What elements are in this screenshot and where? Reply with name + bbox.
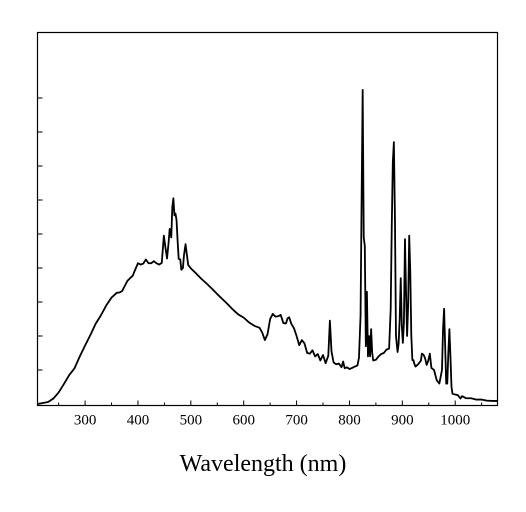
x-tick-label: 1000	[440, 413, 470, 429]
x-tick-label: 400	[127, 413, 150, 429]
x-axis-title: Wavelength (nm)	[180, 451, 347, 477]
y-axis-ticks	[37, 97, 43, 371]
spectrum-series-line	[37, 88, 498, 405]
plot-frame	[36, 31, 499, 407]
x-axis-ticks: 300 400 500 600 700 800 900 1000	[58, 400, 483, 429]
x-tick-label: 500	[180, 413, 203, 429]
x-tick-label: 800	[338, 413, 361, 429]
x-tick-label: 900	[391, 413, 414, 429]
x-tick-label: 300	[74, 413, 97, 429]
x-tick-label: 600	[232, 413, 255, 429]
x-tick-label: 700	[285, 413, 308, 429]
